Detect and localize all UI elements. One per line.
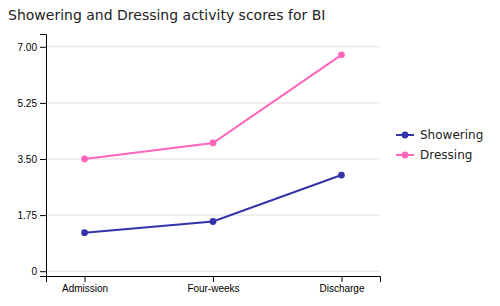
y-tick: 5.25 [18, 98, 46, 109]
y-tick-mark [40, 215, 46, 216]
y-tick-mark [40, 271, 46, 272]
x-tick-mark [213, 276, 214, 282]
y-tick-label: 7.00 [18, 42, 38, 53]
y-tick: 0 [31, 266, 46, 277]
y-axis: 0 1.75 3.50 5.25 7.00 [18, 35, 47, 277]
x-tick-label: Four-weeks [187, 283, 239, 294]
grid-line [46, 102, 380, 103]
legend-symbol [402, 152, 409, 159]
x-tick: Four-weeks [187, 276, 239, 294]
legend-symbol [402, 132, 409, 139]
series-line [85, 55, 342, 159]
series-marker [81, 156, 88, 163]
x-tick-label: Discharge [319, 283, 364, 294]
x-tick-label: Admission [62, 283, 108, 294]
y-tick-label: 0 [31, 266, 37, 277]
legend: Showering Dressing [396, 128, 483, 162]
y-axis-line [40, 35, 47, 277]
grid-line [46, 159, 380, 160]
x-tick-mark [341, 276, 342, 282]
legend-label: Showering [420, 128, 483, 142]
x-axis-line [47, 277, 381, 283]
grid [46, 47, 380, 271]
x-tick: Admission [62, 276, 108, 294]
grid-line [46, 271, 380, 272]
legend-item: Dressing [396, 148, 472, 162]
chart-title: Showering and Dressing activity scores f… [8, 7, 325, 23]
chart-svg: 0 1.75 3.50 5.25 7.00 Admission Four-weeks Disc… [0, 0, 500, 306]
series-line [85, 175, 342, 233]
grid-line [46, 46, 380, 47]
y-tick: 1.75 [18, 210, 46, 221]
series-marker [338, 172, 345, 179]
series-marker [81, 229, 88, 236]
y-tick-mark [40, 103, 46, 104]
y-tick-label: 3.50 [18, 154, 38, 165]
chart-container: 0 1.75 3.50 5.25 7.00 Admission Four-weeks Disc… [0, 0, 500, 306]
marks [81, 51, 345, 236]
series-marker [210, 140, 217, 147]
series-marker [338, 51, 345, 58]
plot: 0 1.75 3.50 5.25 7.00 Admission Four-weeks Disc… [18, 35, 381, 295]
x-axis: Admission Four-weeks Discharge [47, 276, 381, 294]
y-tick: 7.00 [18, 42, 46, 53]
y-tick-label: 1.75 [18, 210, 38, 221]
y-tick-label: 5.25 [18, 98, 38, 109]
grid-line [46, 215, 380, 216]
x-tick-mark [85, 276, 86, 282]
y-tick-mark [40, 47, 46, 48]
series-marker [210, 218, 217, 225]
y-tick-mark [40, 159, 46, 160]
legend-label: Dressing [420, 148, 472, 162]
x-tick: Discharge [319, 276, 364, 294]
legend-item: Showering [396, 128, 483, 142]
y-tick: 3.50 [18, 154, 46, 165]
